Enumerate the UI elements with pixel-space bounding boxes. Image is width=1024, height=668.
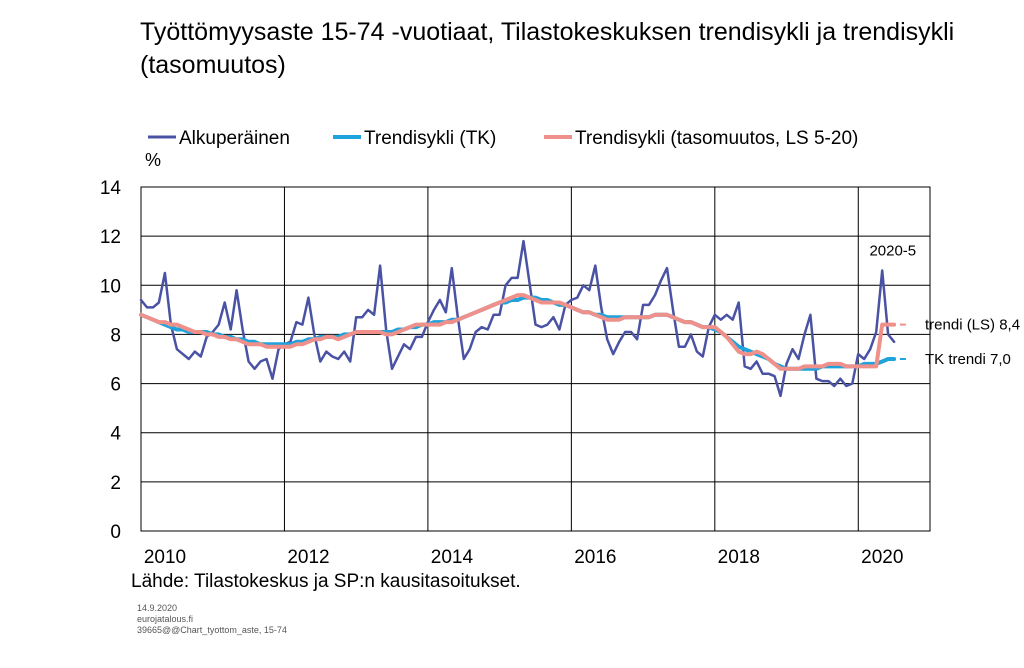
annotation-latest-month: 2020-5 [869, 243, 916, 260]
legend-label: Trendisykli (TK) [364, 128, 496, 149]
plot-frame [140, 186, 931, 532]
y-tick-label: 2 [110, 473, 121, 494]
x-tick-label: 2018 [718, 547, 760, 568]
annotation-trend-ls: trendi (LS) 8,4 [925, 317, 1020, 334]
series-line-2 [139, 295, 897, 371]
x-tick-label: 2020 [861, 547, 903, 568]
axes: 0 2 4 6 8 10 12 14 2010 2012 2014 2016 2018 2020% [100, 150, 904, 568]
source-note: Lähde: Tilastokeskus ja SP:n kausitasoit… [131, 571, 521, 592]
y-tick-label: 4 [110, 424, 121, 445]
series-line-1 [139, 239, 896, 398]
y-tick-label: 12 [100, 227, 121, 248]
grid [140, 186, 931, 532]
meta-file: 39665@@Chart_tyottom_aste, 15-74 [137, 625, 287, 635]
legend-label: Alkuperäinen [179, 128, 290, 149]
chart-title: Työttömyysaste 15-74 -vuotiaat, Tilastok… [140, 18, 955, 79]
meta-site: eurojatalous.fi [137, 614, 194, 624]
y-tick-label: 8 [110, 325, 121, 346]
y-tick-label: 10 [100, 276, 121, 297]
legend: Alkuperäinen Trendisykli (TK) Trendisykli … [148, 128, 858, 149]
x-tick-label: 2016 [574, 547, 616, 568]
meta-date: 14.9.2020 [137, 603, 178, 613]
y-tick-label: 14 [100, 178, 122, 199]
series-lines [139, 239, 897, 398]
annotations: 2020-5 trendi (LS) 8,4 TK trendi 7,0 [869, 243, 1020, 368]
series-line-3 [139, 293, 897, 371]
x-tick-label: 2012 [287, 547, 329, 568]
legend-label: Trendisykli (tasomuutos, LS 5-20) [575, 128, 858, 149]
x-tick-label: 2014 [431, 547, 474, 568]
x-tick-label: 2010 [144, 547, 186, 568]
y-tick-label: 0 [110, 522, 121, 543]
annotation-trend-tk: TK trendi 7,0 [925, 351, 1011, 368]
y-tick-label: 6 [110, 375, 121, 396]
y-axis-unit: % [145, 150, 161, 170]
